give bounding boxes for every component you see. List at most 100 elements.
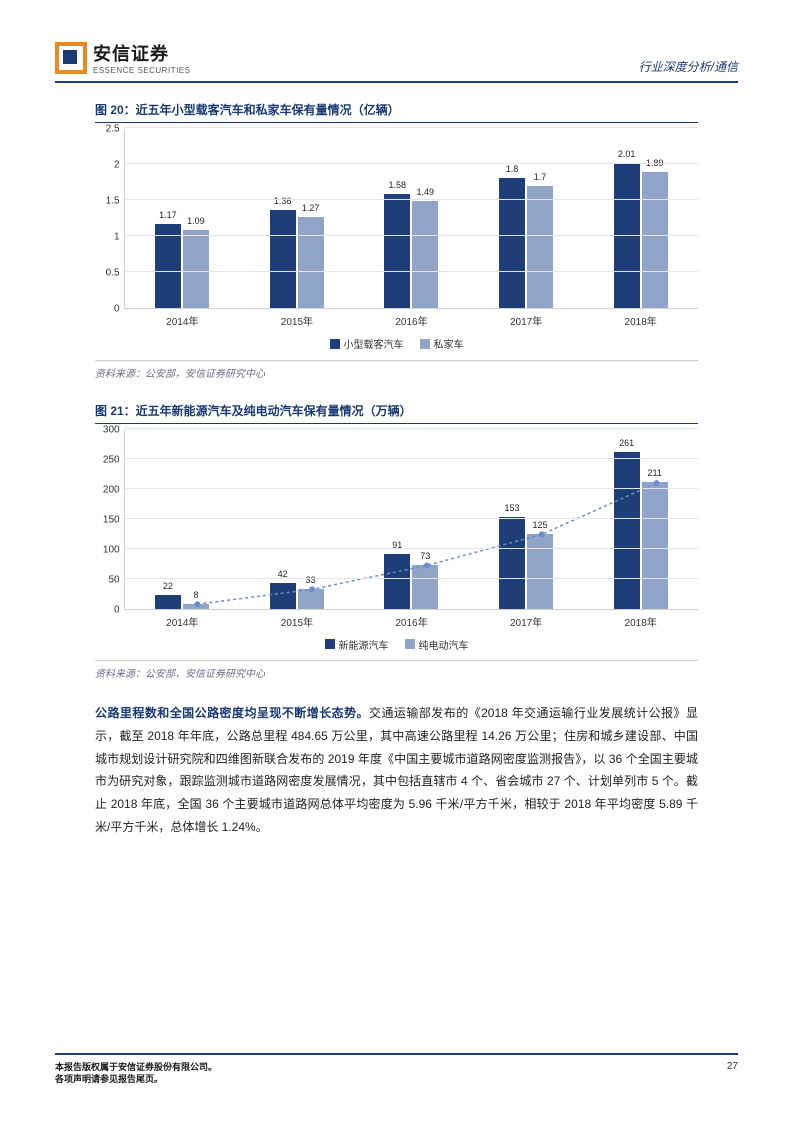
legend-swatch [330, 339, 340, 349]
bar-value-label: 1.58 [389, 180, 407, 190]
bar: 125 [527, 534, 553, 609]
page-footer: 本报告版权属于安信证券股份有限公司。 各项声明请参见报告尾页。 27 [55, 1053, 738, 1086]
footer-line2: 各项声明请参见报告尾页。 [55, 1073, 217, 1086]
legend-swatch [420, 339, 430, 349]
bar-value-label: 1.36 [274, 196, 292, 206]
legend-item: 新能源汽车 [325, 637, 389, 652]
body-paragraph: 公路里程数和全国公路密度均呈现不断增长态势。交通运输部发布的《2018 年交通运… [95, 702, 698, 839]
chart-20-area: 1.171.091.361.271.581.491.81.72.011.89 [124, 129, 698, 309]
bar-value-label: 211 [647, 468, 661, 478]
header-breadcrumb: 行业深度分析/通信 [639, 58, 738, 75]
bar: 1.8 [499, 178, 525, 308]
chart-21-source: 资料来源：公安部，安信证券研究中心 [95, 660, 698, 680]
footer-line1: 本报告版权属于安信证券股份有限公司。 [55, 1061, 217, 1074]
legend-swatch [325, 639, 335, 649]
bar: 153 [499, 517, 525, 609]
footer-page-number: 27 [727, 1061, 738, 1072]
bar-value-label: 1.49 [417, 187, 435, 197]
paragraph-lead: 公路里程数和全国公路密度均呈现不断增长态势。 [95, 706, 369, 720]
chart-21-legend: 新能源汽车 纯电动汽车 [95, 637, 698, 653]
x-label: 2017年 [469, 309, 584, 328]
chart-21-yaxis: 050100150200250300 [95, 430, 124, 610]
bar: 211 [642, 482, 668, 609]
chart-20-yaxis: 00.511.522.5 [95, 129, 124, 309]
page-header: 安信证券 ESSENCE SECURITIES 行业深度分析/通信 [55, 40, 738, 83]
bar-value-label: 73 [420, 551, 430, 561]
x-label: 2017年 [469, 610, 584, 629]
x-label: 2016年 [354, 610, 469, 629]
bar: 8 [183, 604, 209, 609]
legend-item: 纯电动汽车 [405, 637, 469, 652]
y-tick: 0 [114, 604, 120, 615]
legend-label: 小型载客汽车 [344, 336, 404, 351]
bar: 261 [614, 452, 640, 609]
bar-group: 228 [125, 430, 240, 609]
chart-20: 图 20：近五年小型载客汽车和私家车保有量情况（亿辆） 00.511.522.5… [95, 101, 698, 380]
bar: 1.09 [183, 230, 209, 308]
bar-group: 9173 [354, 430, 469, 609]
bar-group: 4233 [239, 430, 354, 609]
y-tick: 1.5 [106, 196, 120, 207]
bar: 73 [412, 565, 438, 609]
y-tick: 1 [114, 232, 120, 243]
y-tick: 50 [108, 574, 119, 585]
chart-21-area: 22842339173153125261211 [124, 430, 698, 610]
x-label: 2014年 [125, 309, 240, 328]
bar-group: 261211 [583, 430, 698, 609]
chart-20-title: 图 20：近五年小型载客汽车和私家车保有量情况（亿辆） [95, 101, 698, 123]
y-tick: 2 [114, 160, 120, 171]
bar: 1.58 [384, 194, 410, 308]
bar-value-label: 125 [532, 520, 547, 530]
logo-icon [55, 42, 87, 74]
bar-group: 1.581.49 [354, 129, 469, 308]
bar-value-label: 153 [504, 503, 519, 513]
logo: 安信证券 ESSENCE SECURITIES [55, 40, 190, 75]
y-tick: 100 [103, 544, 120, 555]
y-tick: 250 [103, 454, 120, 465]
legend-label: 纯电动汽车 [419, 637, 469, 652]
bar-value-label: 1.09 [187, 216, 205, 226]
bar-value-label: 1.8 [506, 164, 519, 174]
bar-group: 153125 [469, 430, 584, 609]
x-label: 2018年 [583, 309, 698, 328]
bar: 1.49 [412, 201, 438, 308]
y-tick: 0.5 [106, 268, 120, 279]
bar-value-label: 22 [163, 581, 173, 591]
y-tick: 150 [103, 514, 120, 525]
x-label: 2018年 [583, 610, 698, 629]
x-label: 2014年 [125, 610, 240, 629]
x-label: 2016年 [354, 309, 469, 328]
chart-20-legend: 小型载客汽车 私家车 [95, 336, 698, 352]
bar-group: 1.8 1.7 [469, 129, 584, 308]
logo-text-en: ESSENCE SECURITIES [93, 66, 190, 75]
bar: 91 [384, 554, 410, 609]
bar: 42 [270, 583, 296, 608]
paragraph-body: 交通运输部发布的《2018 年交通运输行业发展统计公报》显示，截至 2018 年… [95, 706, 698, 834]
chart-20-xaxis: 2014年2015年2016年2017年2018年 [125, 309, 698, 328]
bar-value-label: 8 [193, 590, 198, 600]
bar-group: 2.011.89 [583, 129, 698, 308]
bar-group: 1.171.09 [125, 129, 240, 308]
legend-label: 私家车 [434, 336, 464, 351]
legend-label: 新能源汽车 [339, 637, 389, 652]
bar: 1.27 [298, 217, 324, 308]
chart-20-source: 资料来源：公安部，安信证券研究中心 [95, 360, 698, 380]
logo-text-cn: 安信证券 [93, 40, 190, 66]
bar-value-label: 33 [306, 575, 316, 585]
chart-21: 图 21：近五年新能源汽车及纯电动汽车保有量情况（万辆） 0 50 100 150 20… [95, 402, 698, 681]
bar: 1.17 [155, 224, 181, 308]
bar-value-label: 1.7 [534, 172, 547, 182]
x-label: 2015年 [240, 309, 355, 328]
bar: 33 [298, 589, 324, 609]
bar: 1.36 [270, 210, 296, 308]
footer-disclaimer: 本报告版权属于安信证券股份有限公司。 各项声明请参见报告尾页。 [55, 1061, 217, 1086]
chart-21-title: 图 21：近五年新能源汽车及纯电动汽车保有量情况（万辆） [95, 402, 698, 424]
legend-swatch [405, 639, 415, 649]
y-tick: 0 [114, 304, 120, 315]
bar-value-label: 2.01 [618, 149, 636, 159]
bar: 22 [155, 595, 181, 608]
bar-value-label: 1.17 [159, 210, 177, 220]
legend-item: 小型载客汽车 [330, 336, 404, 351]
bar-value-label: 261 [619, 438, 634, 448]
chart-21-xaxis: 2014年2015年2016年2017年2018年 [125, 610, 698, 629]
